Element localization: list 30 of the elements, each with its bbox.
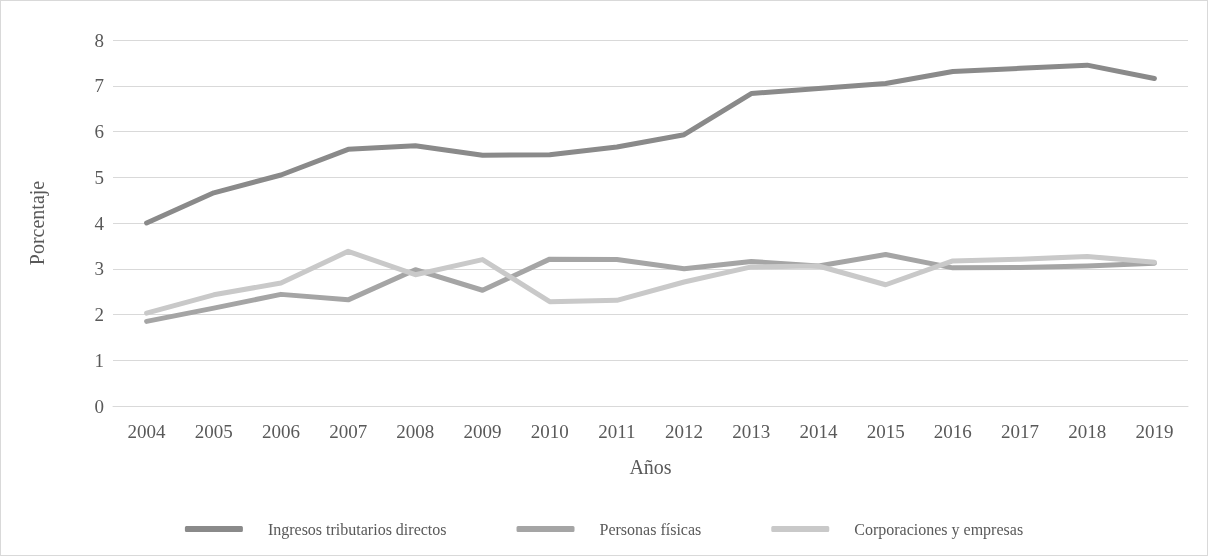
x-tick-label: 2007 [329, 421, 368, 442]
x-tick-label: 2011 [598, 421, 636, 442]
x-tick-label: 2006 [261, 421, 300, 442]
y-tick-label: 7 [94, 75, 104, 97]
legend-label: Corporaciones y empresas [854, 520, 1024, 539]
x-tick-label: 2014 [799, 421, 838, 442]
y-tick-label: 6 [94, 121, 104, 142]
x-tick-label: 2015 [866, 421, 905, 442]
y-tick-label: 1 [94, 349, 104, 371]
x-axis-title: Años [629, 456, 672, 478]
x-tick-label: 2012 [665, 421, 704, 442]
x-tick-label: 2010 [530, 421, 569, 442]
x-tick-label: 2016 [933, 421, 972, 442]
x-tick-label: 2005 [194, 421, 233, 442]
y-tick-label: 4 [94, 212, 105, 234]
y-tick-label: 0 [94, 395, 104, 417]
y-tick-label: 8 [94, 29, 104, 51]
x-tick-label: 2018 [1068, 421, 1107, 442]
x-tick-label: 2013 [732, 421, 771, 442]
y-tick-label: 2 [94, 304, 104, 325]
x-tick-label: 2019 [1135, 421, 1174, 442]
y-tick-label: 3 [94, 258, 104, 280]
legend-label: Ingresos tributarios directos [267, 520, 447, 539]
x-tick-label: 2004 [127, 421, 167, 442]
x-tick-label: 2017 [1001, 421, 1040, 442]
y-axis-title: Porcentaje [26, 180, 49, 266]
x-tick-label: 2008 [396, 421, 435, 442]
legend-label: Personas físicas [599, 520, 702, 538]
y-tick-label: 5 [94, 166, 104, 188]
x-tick-label: 2009 [463, 421, 502, 442]
